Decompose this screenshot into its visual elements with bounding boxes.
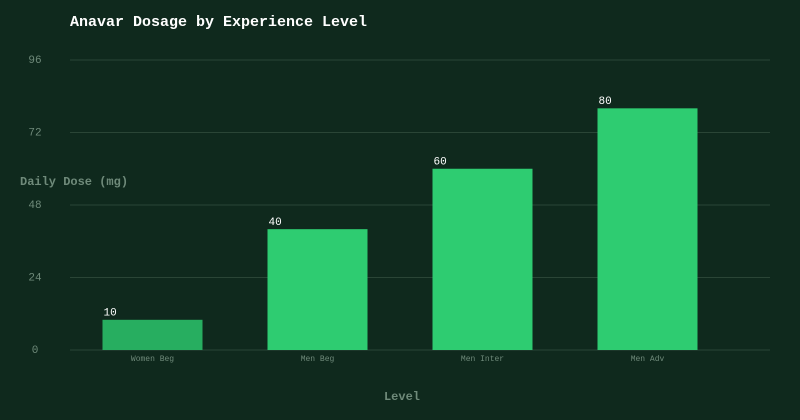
x-tick-label: Men Adv	[631, 355, 665, 364]
y-tick-label: 72	[28, 127, 41, 139]
value-label: 10	[104, 308, 117, 320]
bar	[597, 108, 698, 350]
value-label: 60	[434, 157, 447, 169]
x-tick-label: Men Inter	[461, 355, 504, 364]
bar	[432, 168, 533, 350]
bar	[102, 319, 203, 350]
x-axis-label: Level	[384, 390, 420, 404]
y-tick-label: 24	[28, 272, 42, 284]
value-label: 40	[269, 217, 282, 229]
value-label: 80	[599, 96, 612, 108]
y-tick-label: 0	[32, 345, 39, 357]
bar	[267, 229, 368, 350]
y-tick-label: 96	[28, 55, 41, 67]
y-tick-label: 48	[28, 200, 41, 212]
y-axis-label: Daily Dose (mg)	[20, 175, 128, 189]
x-tick-label: Men Beg	[301, 355, 335, 364]
x-tick-label: Women Beg	[131, 355, 174, 364]
chart-title: Anavar Dosage by Experience Level	[70, 14, 367, 31]
